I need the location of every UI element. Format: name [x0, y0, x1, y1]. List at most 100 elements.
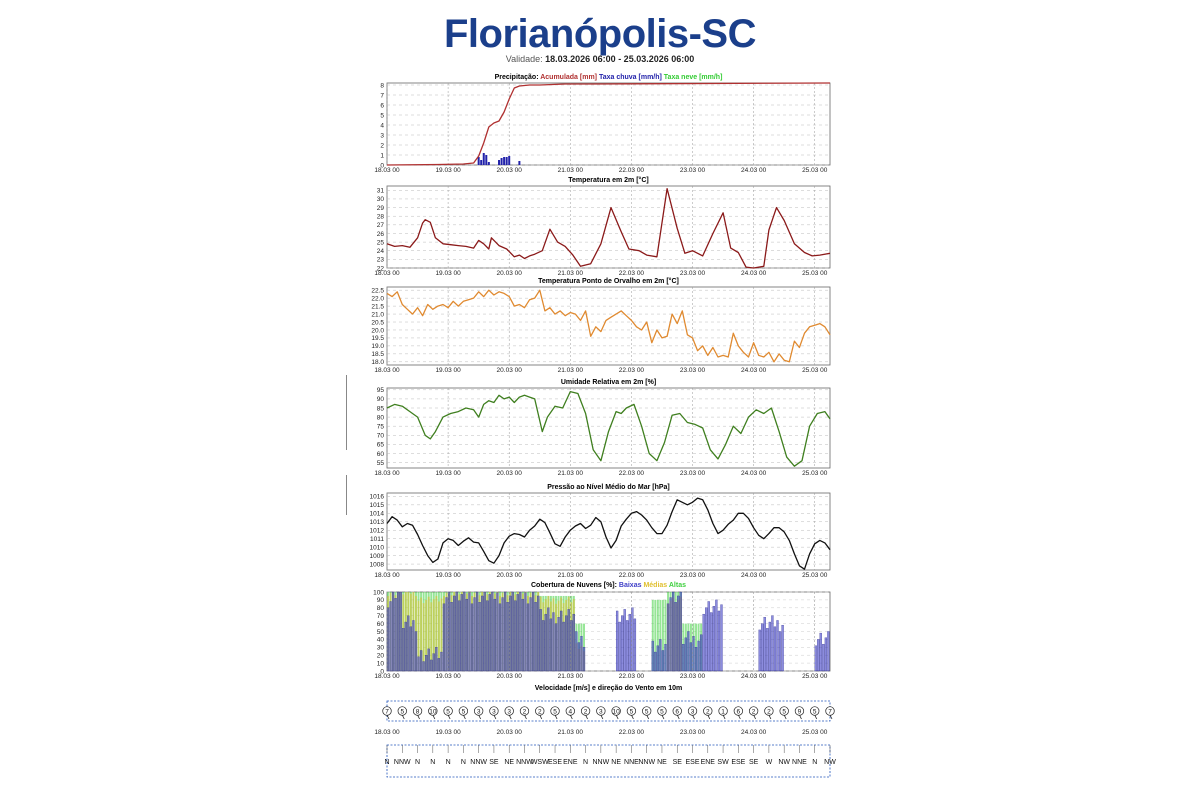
cloud-low-bar — [669, 597, 672, 672]
wind-direction-label: ESE — [548, 759, 562, 766]
clouds-ytick-label: 30 — [377, 645, 385, 652]
page-title: Florianópolis-SC — [444, 12, 757, 56]
clouds-ytick-label: 70 — [377, 613, 385, 620]
press-xtick-label: 23.03 00 — [680, 572, 706, 579]
dew-ytick-label: 18.5 — [371, 351, 384, 358]
wind-arrow — [661, 714, 665, 720]
cloud-low-bar — [511, 591, 514, 672]
press-ytick-label: 1014 — [370, 511, 385, 518]
wind-arrow — [814, 714, 818, 720]
precip-ytick-label: 5 — [380, 112, 384, 119]
cloud-mid-bar — [432, 599, 435, 671]
precip-xtick-label: 21.03 00 — [558, 167, 584, 174]
precip-ytick-label: 6 — [380, 102, 384, 109]
wind-direction-label: NE — [611, 759, 621, 766]
cloud-low-bar — [549, 618, 553, 672]
cloud-low-bar — [442, 603, 446, 672]
wind-arrow — [478, 714, 482, 720]
cloud-low-bar — [656, 645, 659, 672]
cloud-low-bar — [707, 601, 710, 672]
temp-xtick-label: 24.03 00 — [741, 270, 767, 277]
wind-direction-label: N — [461, 759, 466, 766]
rh-xtick-label: 18.03 00 — [374, 470, 400, 477]
cloud-low-bar — [766, 628, 769, 672]
cloud-high-bar — [654, 599, 657, 671]
cloud-low-bar — [498, 603, 502, 672]
cloud-low-bar — [567, 609, 570, 672]
wind-speed-label: 5 — [645, 708, 649, 715]
rain-rate-bar — [487, 162, 490, 165]
cloud-low-bar — [559, 610, 563, 672]
cloud-mid-bar — [430, 602, 433, 671]
wind-speed-label: 5 — [630, 708, 634, 715]
temp-title-part: Temperatura em 2m [°C] — [568, 176, 648, 184]
wind-direction-label: NNW — [638, 759, 655, 766]
cloud-low-bar — [674, 602, 677, 672]
wind-speed-label: 10 — [429, 708, 437, 715]
dew-ytick-label: 19.5 — [371, 335, 384, 342]
cloud-low-bar — [453, 595, 456, 672]
rh-ytick-label: 85 — [377, 405, 385, 412]
cloud-low-bar — [758, 629, 761, 672]
cloud-low-bar — [430, 659, 433, 672]
dew-ytick-label: 20.5 — [371, 319, 384, 326]
dew-ytick-label: 21.5 — [371, 303, 384, 310]
wind-speed-label: 2 — [767, 708, 771, 715]
wind-direction-label: N — [583, 759, 588, 766]
cloud-low-bar — [435, 647, 438, 672]
rh-ytick-label: 55 — [377, 460, 385, 467]
dew-frame — [386, 286, 831, 366]
cloud-low-bar — [404, 621, 407, 672]
precip-xtick-label: 18.03 00 — [374, 167, 400, 174]
cloud-low-bar — [819, 632, 822, 672]
wind-direction-label: NNW — [593, 759, 610, 766]
precip-title-part: Taxa neve [mm/h] — [664, 74, 723, 81]
dew-series-line — [386, 289, 831, 363]
validity-line: Validade: 18.03.2026 06:00 - 25.03.2026 … — [0, 54, 1200, 64]
cloud-low-bar — [524, 592, 527, 672]
wind-direction-label: NW — [824, 759, 836, 766]
cloud-low-bar — [631, 607, 634, 672]
cloud-low-bar — [689, 642, 693, 672]
cloud-low-bar — [768, 621, 771, 672]
wind-arrow — [386, 714, 390, 720]
cloud-low-bar — [720, 604, 723, 672]
cloud-low-bar — [386, 607, 390, 672]
cloud-low-bar — [824, 637, 828, 672]
meteogram-svg: Precipitação: Acumulada [mm] Taxa chuva … — [370, 74, 836, 778]
cloud-low-bar — [440, 651, 443, 672]
wind-arrow — [737, 714, 741, 720]
precip-ytick-label: 4 — [380, 122, 384, 129]
cloud-low-bar — [493, 598, 497, 672]
cloud-low-bar — [491, 591, 494, 672]
cloud-low-bar — [447, 591, 451, 672]
wind-xtick-label: 24.03 00 — [741, 729, 767, 736]
cloud-low-bar — [514, 600, 517, 672]
meteogram: Precipitação: Acumulada [mm] Taxa chuva … — [340, 70, 840, 790]
wind-direction-label: N — [812, 759, 817, 766]
press-xtick-label: 21.03 00 — [558, 572, 584, 579]
temp-ytick-label: 31 — [377, 188, 385, 195]
wind-xtick-label: 18.03 00 — [374, 729, 400, 736]
cloud-low-bar — [565, 615, 568, 672]
wind-speed-label: 5 — [782, 708, 786, 715]
cloud-low-bar — [615, 610, 619, 672]
cloud-high-bar — [661, 599, 664, 671]
rain-rate-bar — [503, 157, 506, 165]
wind-speed-label: 7 — [385, 708, 389, 715]
rh-title-part: Umidade Relativa em 2m [%] — [561, 379, 656, 386]
cloud-low-bar — [582, 647, 586, 672]
wind-speed-label: 10 — [613, 708, 621, 715]
dew-ytick-label: 19.0 — [371, 343, 384, 350]
wind-direction-label: NNE — [792, 759, 807, 766]
temp-ytick-label: 26 — [377, 231, 385, 238]
wind-speed-label: 5 — [813, 708, 817, 715]
cloud-mid-bar — [437, 601, 440, 671]
rain-rate-bar — [508, 156, 511, 165]
wind-arrow — [524, 714, 527, 720]
wind-arrow — [768, 714, 772, 720]
wind-arrow — [463, 714, 466, 720]
clouds-xtick-label: 23.03 00 — [680, 673, 706, 680]
wind-direction-box — [386, 744, 831, 778]
wind-arrow — [631, 714, 634, 720]
